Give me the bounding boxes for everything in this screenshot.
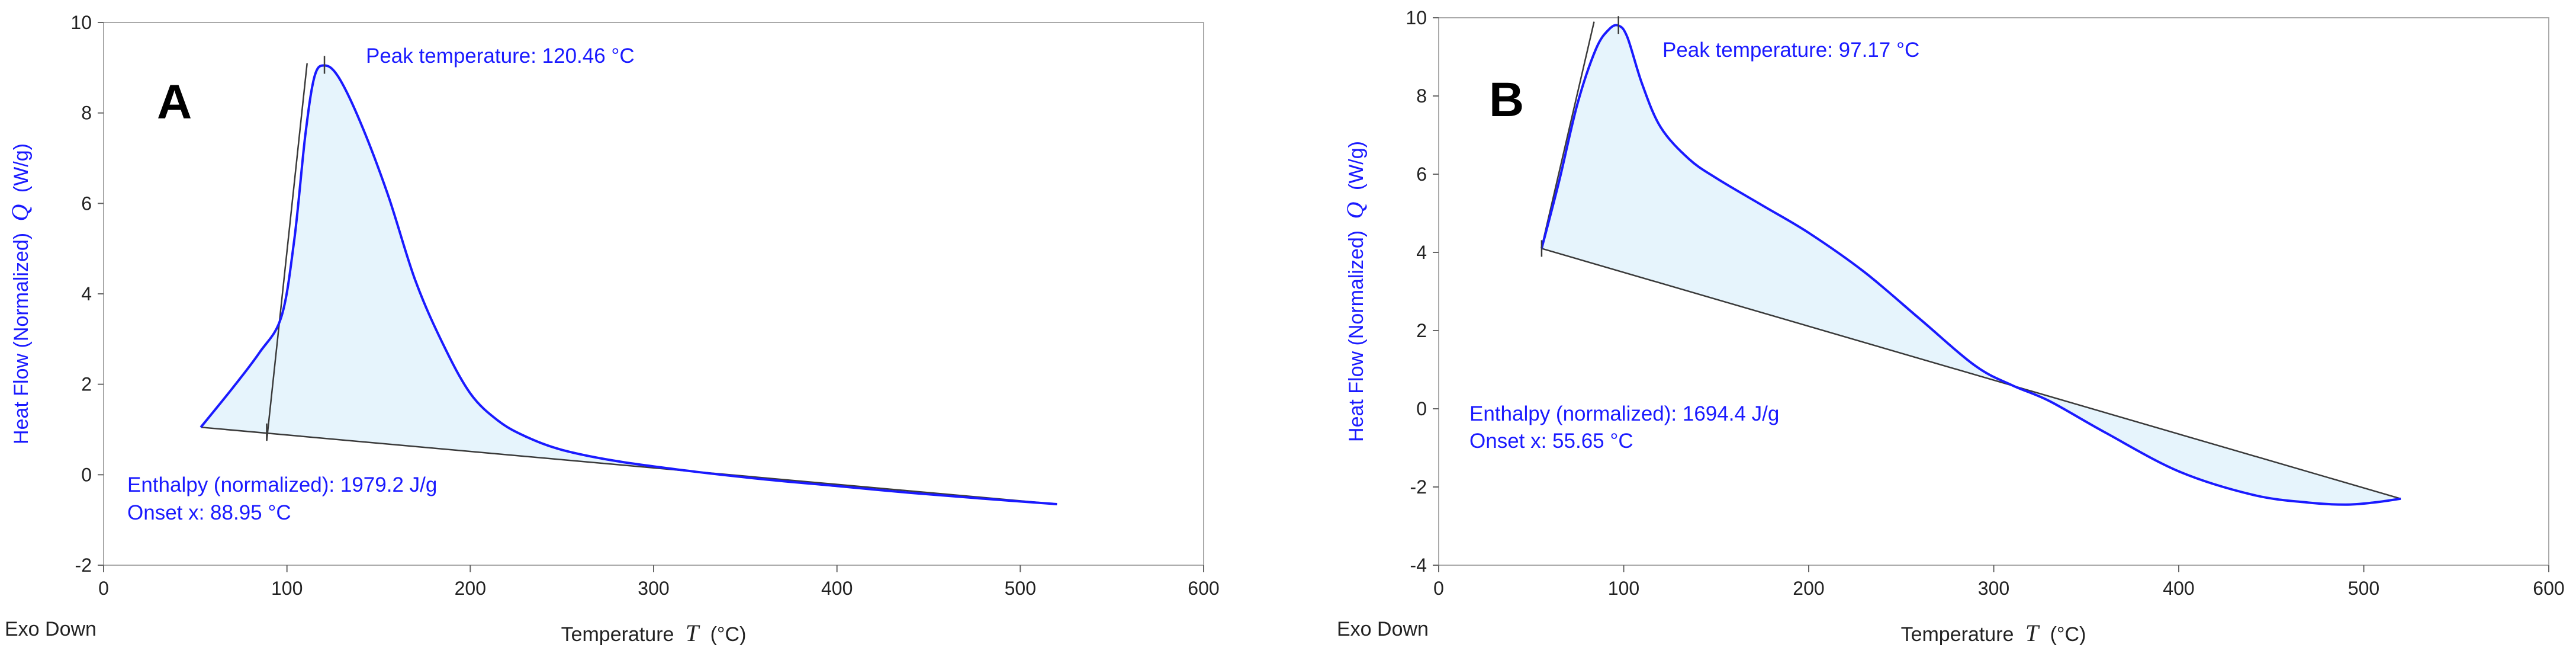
integration-area: [201, 65, 1057, 504]
baseline-line: [201, 426, 1057, 505]
x-axis-title: Temperature T (°C): [561, 620, 747, 646]
y-tick-label: 10: [1406, 7, 1427, 28]
x-tick-label: 100: [1608, 578, 1639, 599]
x-tick-label: 200: [455, 578, 486, 599]
y-axis-title-prefix: Heat Flow (Normalized): [10, 233, 33, 444]
y-axis-title-symbol: Q: [7, 204, 33, 221]
onset-annotation: Onset x: 55.65 °C: [1469, 430, 1633, 453]
panel-label: A: [157, 75, 192, 129]
y-tick-label: 2: [1416, 320, 1427, 341]
heat-flow-line: [200, 64, 1057, 505]
x-axis-title-symbol: T: [2025, 620, 2040, 646]
heat-flow-line: [1540, 24, 2401, 506]
y-axis-title-prefix: Heat Flow (Normalized): [1345, 230, 1368, 442]
onset-annotation: Onset x: 88.95 °C: [127, 501, 291, 524]
y-axis-title: Heat Flow (Normalized) Q (W/g): [1342, 141, 1368, 442]
y-tick-label: 6: [81, 193, 92, 214]
y-tick-label: -2: [1410, 476, 1427, 498]
peak-annotation: Peak temperature: 120.46 °C: [366, 44, 635, 68]
x-tick-label: 300: [638, 578, 669, 599]
x-tick-label: 0: [98, 578, 109, 599]
x-tick-label: 600: [2533, 578, 2564, 599]
x-tick-label: 100: [271, 578, 303, 599]
enthalpy-annotation: Enthalpy (normalized): 1694.4 J/g: [1469, 402, 1779, 425]
peak-annotation: Peak temperature: 97.17 °C: [1662, 39, 1919, 62]
x-tick-label: 300: [1978, 578, 2009, 599]
corner-label: Exo Down: [1337, 618, 1429, 640]
y-axis-title-unit: (W/g): [10, 143, 33, 193]
baseline-line: [1541, 248, 2401, 500]
y-tick-label: 4: [1416, 242, 1427, 263]
enthalpy-annotation: Enthalpy (normalized): 1979.2 J/g: [127, 473, 437, 496]
y-axis-title-unit: (W/g): [1345, 141, 1368, 190]
y-tick-label: 8: [81, 102, 92, 124]
corner-label: Exo Down: [5, 618, 97, 640]
y-axis-title: Heat Flow (Normalized) Q (W/g): [7, 143, 33, 444]
x-tick-label: 400: [2163, 578, 2194, 599]
x-axis-title-unit: (°C): [2050, 623, 2086, 646]
x-axis-title-symbol: T: [686, 620, 700, 646]
panel-label: B: [1489, 73, 1524, 127]
tangent-line: [1541, 21, 1595, 245]
x-tick-label: 500: [2348, 578, 2379, 599]
y-axis-title-symbol: Q: [1342, 201, 1368, 219]
x-tick-label: 500: [1005, 578, 1036, 599]
x-axis-title-unit: (°C): [710, 623, 747, 646]
y-tick-label: 0: [81, 464, 92, 485]
x-axis-title-prefix: Temperature: [1901, 623, 2014, 646]
x-tick-label: 200: [1793, 578, 1824, 599]
y-tick-label: 0: [1416, 398, 1427, 419]
y-tick-label: 10: [70, 12, 92, 33]
integration-area: [1541, 25, 2401, 505]
y-tick-label: 2: [81, 374, 92, 395]
chart-panel-b: 0 100 200 300 400 500 600 -4 -2 0 2 4 6 8 10 B Peak t…: [1337, 7, 2565, 646]
tangent-line: [266, 63, 308, 441]
x-axis-title-prefix: Temperature: [561, 623, 674, 646]
x-tick-label: 400: [821, 578, 853, 599]
x-tick-label: 0: [1433, 578, 1444, 599]
y-tick-label: 6: [1416, 164, 1427, 185]
y-tick-label: 4: [81, 283, 92, 305]
y-tick-label: 8: [1416, 85, 1427, 107]
x-tick-label: 600: [1188, 578, 1219, 599]
y-tick-label: -2: [75, 555, 92, 576]
x-axis-title: Temperature T (°C): [1901, 620, 2086, 646]
chart-panel-a: 0 100 200 300 400 500 600 -2 0 2 4 6 8 10 A Peak tem…: [5, 12, 1220, 646]
y-tick-label: -4: [1410, 555, 1427, 576]
